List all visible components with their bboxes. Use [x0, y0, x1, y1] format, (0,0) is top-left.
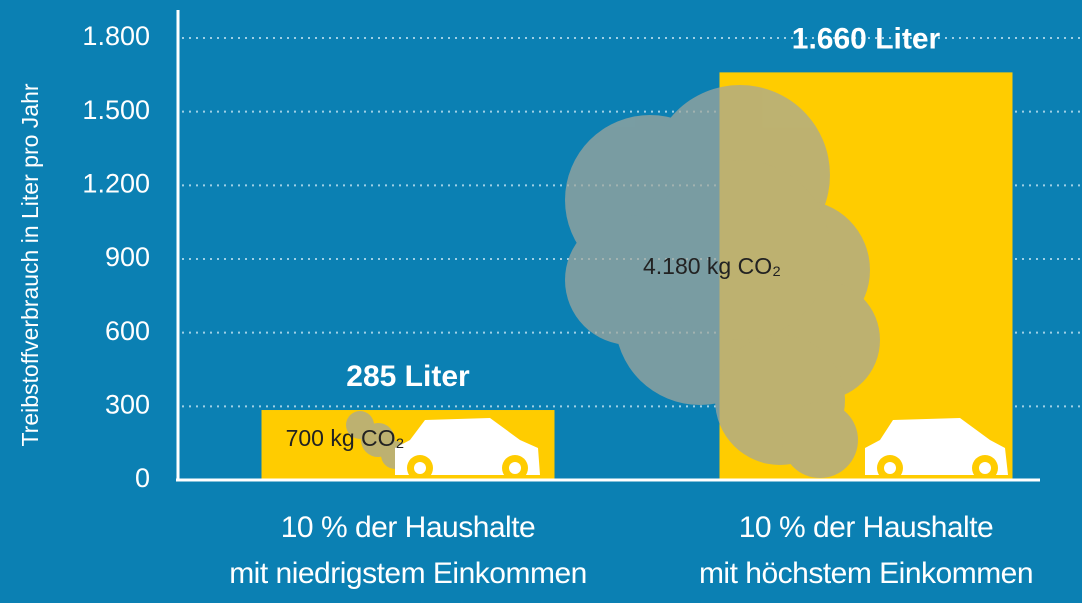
x-tick-label: 10 % der Haushalte mit niedrigstem Einko…	[188, 505, 628, 597]
y-tick-label: 1.200	[82, 168, 150, 198]
value-label: 1.660 Liter	[792, 22, 941, 55]
y-axis-label: Treibstoffverbrauch in Liter pro Jahr	[17, 83, 43, 446]
chart-container: Treibstoffverbrauch in Liter pro Jahr 70…	[0, 0, 1082, 603]
y-tick-label: 600	[105, 316, 150, 346]
y-tick-label: 1.500	[82, 95, 150, 125]
y-tick-label: 900	[105, 242, 150, 272]
value-label: 285 Liter	[346, 360, 470, 393]
annotation: 700 kg CO₂	[286, 425, 405, 451]
annotation: 4.180 kg CO₂	[643, 253, 781, 279]
y-tick-label: 1.800	[82, 21, 150, 51]
y-tick-label: 300	[105, 389, 150, 419]
x-tick-label: 10 % der Haushalte mit höchstem Einkomme…	[646, 505, 1082, 597]
y-tick-label: 0	[135, 463, 150, 493]
